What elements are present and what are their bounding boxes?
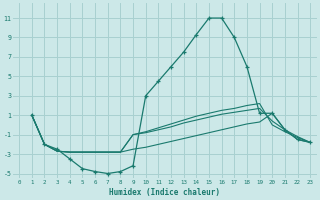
X-axis label: Humidex (Indice chaleur): Humidex (Indice chaleur) [109,188,220,197]
